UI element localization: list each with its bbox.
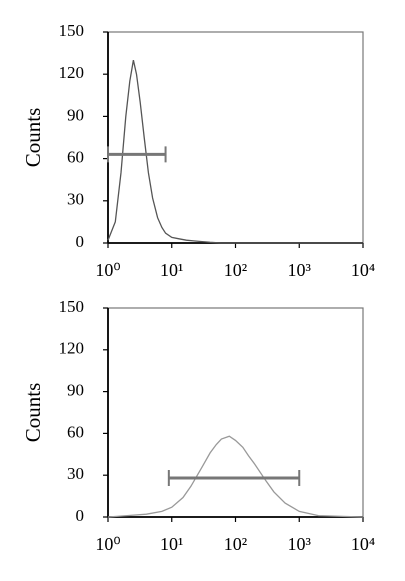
x-tick-label: 10¹: [160, 260, 183, 280]
x-tick-label: 10²: [224, 534, 247, 554]
x-tick-label: 10⁴: [351, 260, 375, 280]
plot-frame: [107, 307, 364, 518]
y-tick-label: 150: [59, 297, 85, 316]
x-tick-label: 10³: [288, 534, 312, 554]
y-tick-label: 60: [67, 148, 84, 167]
y-tick-label: 0: [76, 506, 85, 525]
y-axis-label: Counts: [21, 108, 45, 168]
y-tick-label: 30: [67, 464, 84, 483]
y-tick-label: 30: [67, 190, 84, 209]
y-tick-label: 120: [59, 339, 85, 358]
x-tick-label: 10⁴: [351, 534, 375, 554]
y-tick-label: 60: [67, 422, 84, 441]
histogram-line: [107, 59, 363, 244]
x-tick-label: 10²: [224, 260, 247, 280]
x-tick-label: 10⁰: [95, 260, 120, 280]
y-tick-label: 0: [76, 232, 85, 251]
y-tick-label: 120: [59, 63, 85, 82]
x-tick-label: 10⁰: [95, 534, 120, 554]
y-tick-label: 90: [67, 381, 84, 400]
y-axis-label: Counts: [21, 383, 45, 443]
plot-frame: [107, 31, 364, 244]
y-tick-label: 150: [59, 21, 85, 40]
y-tick-label: 90: [67, 105, 84, 124]
x-tick-label: 10¹: [160, 534, 183, 554]
x-tick-label: 10³: [288, 260, 312, 280]
histogram-line: [107, 435, 364, 518]
